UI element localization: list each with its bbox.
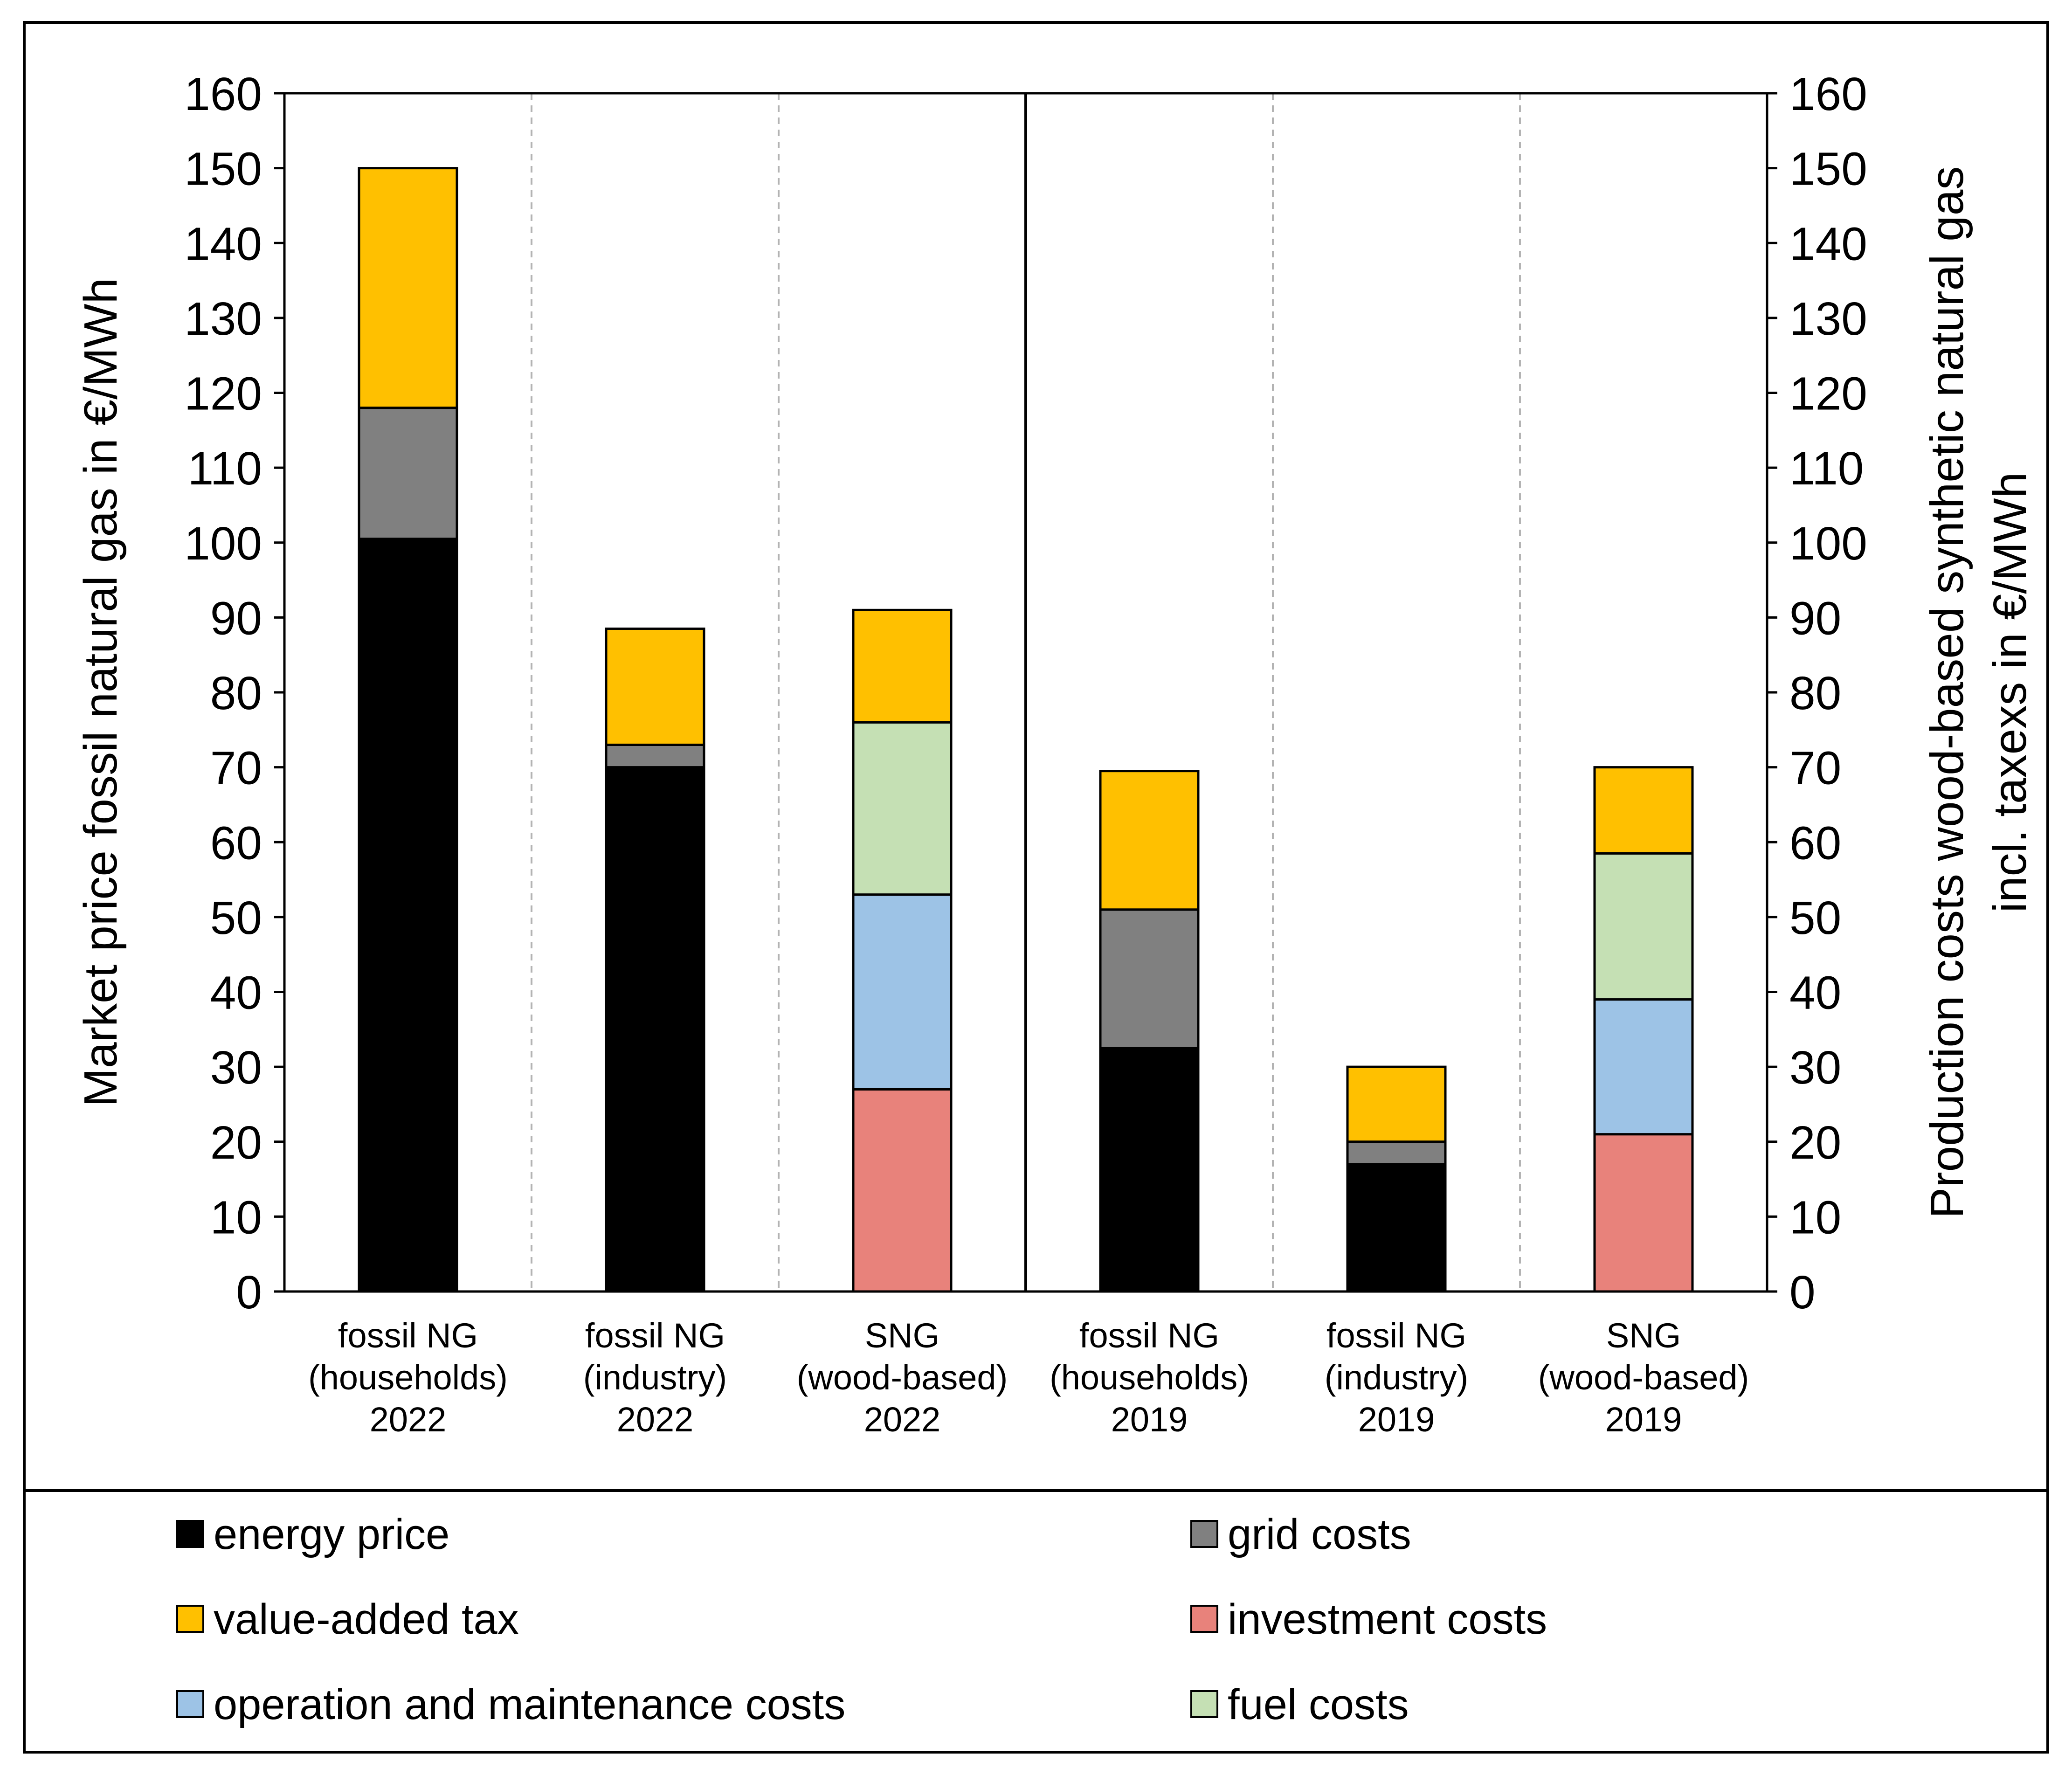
bar-segment <box>1346 1163 1447 1293</box>
y-tick-label-left: 60 <box>210 817 262 869</box>
y-tick-label-right: 10 <box>1789 1191 1841 1243</box>
category-label: 2022 <box>370 1400 447 1439</box>
legend: energy price grid costs value-added tax inv… <box>176 1511 1547 1728</box>
y-tick-label-right: 40 <box>1789 967 1841 1019</box>
legend-swatch <box>1190 1520 1218 1548</box>
bar-segment <box>358 538 458 1293</box>
y-tick-label-right: 60 <box>1789 817 1841 869</box>
bar-segment <box>1099 908 1200 1050</box>
y-tick-label-right: 140 <box>1789 218 1867 270</box>
bar-segment <box>1099 770 1200 911</box>
legend-label: energy price <box>214 1511 449 1558</box>
bar-segment <box>1593 998 1694 1136</box>
bar-segment <box>852 608 953 724</box>
bar-segment <box>605 766 705 1293</box>
category-label: fossil NG <box>338 1316 478 1355</box>
y-tick-label-left: 40 <box>210 967 262 1019</box>
bar-segment <box>605 627 705 746</box>
category-label: 2019 <box>1358 1400 1435 1439</box>
grid-layer <box>531 93 1521 1292</box>
bar-segment <box>852 1088 953 1293</box>
right-axis-title-line1: Production costs wood-based synthetic na… <box>1921 166 1973 1219</box>
category-label: 2022 <box>864 1400 941 1439</box>
category-label: fossil NG <box>1079 1316 1219 1355</box>
y-tick-label-left: 20 <box>210 1117 262 1169</box>
bar-segment <box>1346 1065 1447 1143</box>
y-tick-label-right: 150 <box>1789 143 1867 195</box>
category-label: (industry) <box>583 1358 727 1397</box>
left-axis-title: Market price fossil natural gas in €/MWh <box>75 278 127 1107</box>
legend-swatch <box>176 1605 204 1633</box>
category-label: fossil NG <box>1326 1316 1466 1355</box>
legend-swatch <box>176 1690 204 1718</box>
y-tick-label-right: 90 <box>1789 592 1841 644</box>
y-tick-label-left: 70 <box>210 742 262 794</box>
bar-segment <box>1593 766 1694 855</box>
right-axis-title-line2: incl. taxexs in €/MWh <box>1984 472 2036 913</box>
legend-label: grid costs <box>1228 1511 1411 1558</box>
y-tick-label-left: 30 <box>210 1042 262 1094</box>
category-label: SNG <box>1606 1316 1681 1355</box>
y-tick-label-right: 20 <box>1789 1117 1841 1169</box>
category-label: (households) <box>1050 1358 1249 1397</box>
category-label: (households) <box>308 1358 508 1397</box>
y-tick-label-right: 70 <box>1789 742 1841 794</box>
y-tick-label-left: 0 <box>236 1266 262 1319</box>
bar-segment <box>605 743 705 769</box>
y-tick-label-left: 130 <box>184 293 262 345</box>
bar-segment <box>358 167 458 409</box>
category-label: (wood-based) <box>797 1358 1008 1397</box>
y-tick-label-left: 100 <box>184 518 262 570</box>
bars-layer <box>358 167 1694 1293</box>
y-tick-label-left: 80 <box>210 667 262 719</box>
y-tick-label-right: 160 <box>1789 68 1867 120</box>
y-tick-label-right: 0 <box>1789 1266 1816 1319</box>
category-label: fossil NG <box>585 1316 725 1355</box>
legend-label: value-added tax <box>214 1595 519 1643</box>
legend-label: fuel costs <box>1228 1681 1409 1728</box>
bar-segment <box>1593 1133 1694 1293</box>
y-tick-label-left: 110 <box>188 442 262 495</box>
y-tick-label-left: 120 <box>184 368 262 420</box>
legend-swatch <box>1190 1605 1218 1633</box>
bar-segment <box>1593 852 1694 1001</box>
y-tick-label-left: 10 <box>210 1191 262 1243</box>
bar-segment <box>852 721 953 896</box>
category-label: 2019 <box>1605 1400 1682 1439</box>
bar-segment <box>358 407 458 540</box>
legend-label: investment costs <box>1228 1595 1547 1643</box>
ticks-layer: 0 0 10 10 20 20 30 30 40 40 50 50 60 60 70 70 80 80 90 90 10… <box>184 68 1867 1319</box>
bar-segment <box>852 893 953 1091</box>
legend-swatch <box>1190 1690 1218 1718</box>
y-tick-label-right: 50 <box>1789 892 1841 944</box>
y-tick-label-right: 100 <box>1789 518 1867 570</box>
category-label: SNG <box>865 1316 939 1355</box>
legend-label: operation and maintenance costs <box>214 1681 845 1728</box>
y-tick-label-left: 140 <box>184 218 262 270</box>
outer-frame <box>23 21 2049 1754</box>
y-tick-label-left: 90 <box>210 592 262 644</box>
y-tick-label-right: 80 <box>1789 667 1841 719</box>
y-tick-label-right: 110 <box>1789 442 1864 495</box>
y-tick-label-left: 150 <box>184 143 262 195</box>
y-tick-label-right: 130 <box>1789 293 1867 345</box>
y-tick-label-right: 30 <box>1789 1042 1841 1094</box>
y-tick-label-left: 160 <box>184 68 262 120</box>
category-label: (wood-based) <box>1538 1358 1749 1397</box>
y-tick-label-right: 120 <box>1789 368 1867 420</box>
category-label: (industry) <box>1325 1358 1468 1397</box>
y-tick-label-left: 50 <box>210 892 262 944</box>
bar-segment <box>1346 1140 1447 1166</box>
category-label: 2019 <box>1111 1400 1188 1439</box>
category-label: 2022 <box>617 1400 694 1439</box>
legend-swatch <box>176 1520 204 1548</box>
bar-segment <box>1099 1047 1200 1293</box>
